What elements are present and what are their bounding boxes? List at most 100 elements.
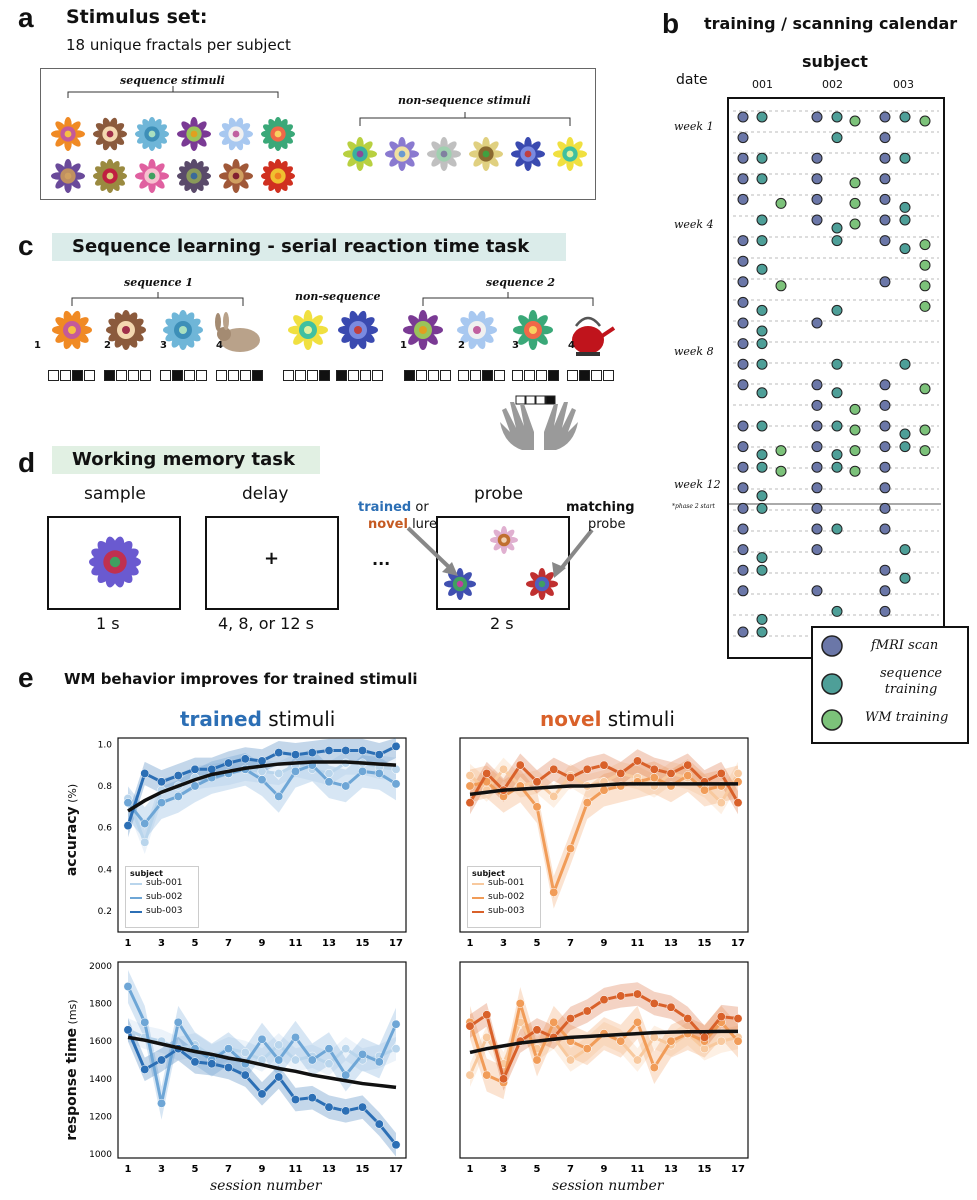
y-tick-label: 2000 — [89, 962, 112, 972]
data-point-sub-003 — [532, 777, 542, 787]
data-point-sub-003 — [482, 769, 492, 778]
data-point-sub-002 — [582, 1044, 592, 1054]
week-8-label: week 8 — [674, 345, 714, 358]
data-point-sub-003 — [324, 1102, 334, 1112]
sequence-training-dot — [756, 564, 768, 576]
sequence-training-dot — [831, 461, 843, 473]
data-point-sub-003 — [566, 1014, 575, 1023]
novel-word: novel — [368, 517, 408, 532]
data-point-sub-003 — [633, 756, 642, 766]
panel-c-title: Sequence learning - serial reaction time… — [52, 233, 566, 261]
subject-001-header: 001 — [752, 78, 773, 91]
fmri-scan-dot — [811, 502, 823, 514]
data-point-sub-001 — [307, 764, 317, 774]
sequence-fractal-icon — [135, 159, 169, 193]
fmri-scan-dot — [737, 296, 749, 308]
fmri-scan-dot — [879, 235, 891, 247]
subject-003-header: 003 — [893, 78, 914, 91]
trained-legend-item-1: sub-001 — [146, 878, 183, 888]
series-line-sub-001 — [127, 1028, 397, 1066]
week-4-label: week 4 — [674, 218, 714, 231]
fmri-scan-dot — [879, 523, 891, 535]
wm-training-dot — [849, 465, 861, 477]
novel-legend-item-2: sub-002 — [488, 892, 525, 902]
delay-label: delay — [242, 484, 289, 504]
data-point-sub-002 — [257, 775, 267, 785]
sequence-training-dot — [899, 243, 911, 255]
x-tick-label: 9 — [259, 938, 266, 949]
fmri-scan-dot — [879, 111, 891, 123]
x-tick-label: 1 — [467, 1164, 474, 1175]
data-point-sub-002 — [482, 1070, 492, 1080]
xlabel-novel: session number — [552, 1178, 664, 1194]
data-point-sub-002 — [515, 781, 525, 791]
data-point-sub-002 — [616, 1036, 626, 1046]
wm-training-dot — [919, 280, 931, 292]
data-point-sub-003 — [683, 760, 693, 770]
fmri-scan-dot — [737, 193, 749, 205]
legend-dots — [821, 635, 843, 731]
sequence-1-label: sequence 1 — [124, 276, 194, 289]
response-key — [440, 370, 451, 381]
response-key — [591, 370, 602, 381]
fmri-scan-dot — [811, 379, 823, 391]
x-tick-label: 15 — [356, 938, 370, 949]
sequence-training-dot — [899, 201, 911, 213]
fmri-scan-dot — [737, 379, 749, 391]
data-point-sub-003 — [733, 798, 743, 808]
data-point-sub-001 — [599, 1029, 609, 1039]
series-band-sub-002 — [128, 748, 396, 840]
sample-time: 1 s — [96, 614, 120, 633]
response-key — [548, 370, 559, 381]
sequence-training-dot — [756, 490, 768, 502]
rt-ylabel: response time (ms) — [64, 980, 80, 1160]
fmri-scan-dot — [737, 317, 749, 329]
data-point-sub-002 — [649, 1063, 659, 1072]
series-band-sub-003 — [128, 1018, 396, 1157]
fit-curve — [469, 782, 738, 797]
probe-top-fractal-icon — [490, 525, 518, 555]
response-key — [116, 370, 127, 381]
legend-fmri-label: fMRI scan — [871, 638, 939, 653]
sample-fractal — [89, 536, 141, 588]
response-key — [60, 370, 71, 381]
data-point-sub-001 — [566, 1055, 575, 1065]
response-key — [482, 370, 493, 381]
novel-title-word: novel — [540, 707, 602, 731]
panel-d-title: Working memory task — [52, 446, 320, 474]
wm-training-dot — [919, 445, 931, 457]
probe-label: probe — [474, 484, 524, 504]
trained-title-word: trained — [180, 707, 262, 731]
data-point-sub-003 — [666, 769, 676, 778]
novel-legend-swatch-1 — [472, 883, 484, 885]
data-point-sub-002 — [157, 1098, 166, 1108]
legend-seq-dot — [821, 673, 843, 695]
data-point-sub-002 — [465, 1017, 475, 1027]
trained-legend: subject sub-001 sub-002 sub-003 — [125, 866, 199, 928]
y-tick-label: 0.8 — [98, 782, 113, 792]
response-key — [567, 370, 578, 381]
data-point-sub-002 — [358, 1049, 367, 1059]
x-tick-label: 9 — [601, 1164, 608, 1175]
data-point-sub-001 — [374, 762, 384, 772]
sequence-training-dot — [831, 420, 843, 432]
data-point-sub-001 — [700, 781, 709, 791]
fmri-scan-dot — [811, 523, 823, 535]
data-point-sub-001 — [683, 1029, 693, 1039]
ellipsis: ... — [372, 550, 391, 569]
data-point-sub-001 — [499, 764, 508, 774]
sequence-training-dot — [756, 235, 768, 247]
data-point-sub-003 — [291, 750, 300, 760]
sequence-fractal-icon — [261, 116, 295, 152]
series-band-sub-003 — [470, 982, 738, 1091]
data-point-sub-002 — [515, 999, 525, 1008]
response-key — [84, 370, 95, 381]
data-point-sub-001 — [257, 1055, 267, 1065]
x-tick-label: 17 — [731, 938, 745, 949]
data-point-sub-001 — [207, 771, 217, 780]
date-header: date — [676, 72, 708, 88]
key-row — [160, 370, 208, 381]
sequence-training-dot — [899, 544, 911, 556]
panel-c-label: c — [18, 230, 34, 261]
